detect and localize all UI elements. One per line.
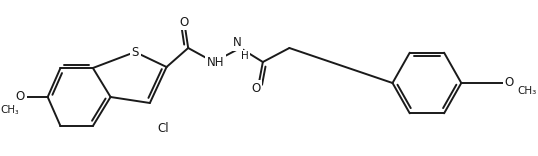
Text: ₃: ₃ bbox=[15, 107, 18, 117]
Text: O: O bbox=[16, 90, 25, 103]
Text: CH: CH bbox=[1, 105, 16, 115]
Text: S: S bbox=[131, 46, 139, 58]
Text: NH: NH bbox=[207, 56, 224, 68]
Text: O: O bbox=[180, 15, 189, 29]
Text: O: O bbox=[505, 76, 514, 90]
Text: Cl: Cl bbox=[158, 122, 169, 134]
Text: O: O bbox=[251, 81, 260, 95]
Text: H: H bbox=[241, 51, 249, 61]
Text: CH₃: CH₃ bbox=[518, 86, 537, 96]
Text: N: N bbox=[233, 37, 242, 49]
